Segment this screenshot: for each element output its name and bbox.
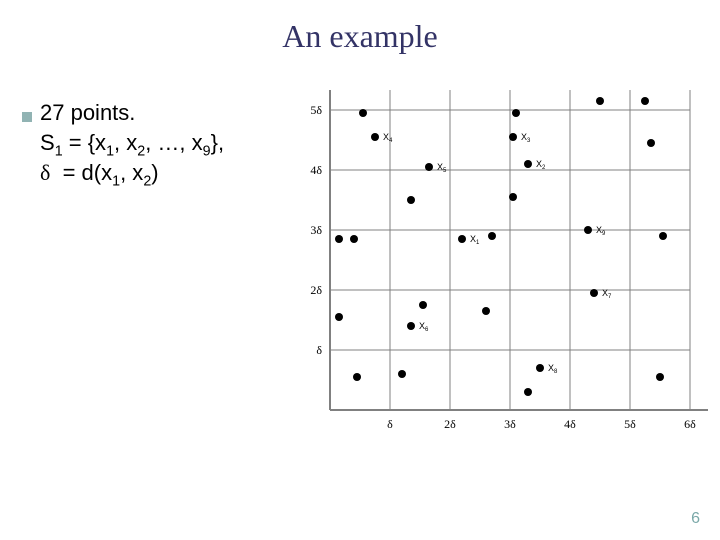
scatter-chart: δ2δ3δ4δ5δ6δδ2δ3δ4δ5δ6δX4X3X5X2X1X9X7X6X8	[290, 90, 710, 460]
svg-text:X5: X5	[437, 162, 447, 174]
svg-text:X3: X3	[521, 132, 531, 144]
svg-text:X1: X1	[470, 234, 480, 246]
svg-text:3δ: 3δ	[504, 417, 516, 431]
svg-text:X6: X6	[419, 321, 429, 333]
svg-text:X9: X9	[596, 225, 606, 237]
svg-text:δ: δ	[387, 417, 393, 431]
svg-text:4δ: 4δ	[310, 163, 322, 177]
slide-title: An example	[0, 18, 720, 55]
page-number: 6	[691, 510, 700, 528]
svg-text:5δ: 5δ	[624, 417, 636, 431]
svg-text:3δ: 3δ	[310, 223, 322, 237]
svg-text:4δ: 4δ	[564, 417, 576, 431]
svg-text:6δ: 6δ	[684, 417, 696, 431]
bullet-square-icon	[22, 112, 32, 122]
svg-text:5δ: 5δ	[310, 103, 322, 117]
svg-text:X2: X2	[536, 159, 546, 171]
svg-text:2δ: 2δ	[444, 417, 456, 431]
svg-text:δ: δ	[316, 343, 322, 357]
svg-text:2δ: 2δ	[310, 283, 322, 297]
scatter-chart-svg: δ2δ3δ4δ5δ6δδ2δ3δ4δ5δ6δX4X3X5X2X1X9X7X6X8	[290, 90, 710, 460]
svg-text:X8: X8	[548, 363, 558, 375]
svg-text:X4: X4	[383, 132, 393, 144]
